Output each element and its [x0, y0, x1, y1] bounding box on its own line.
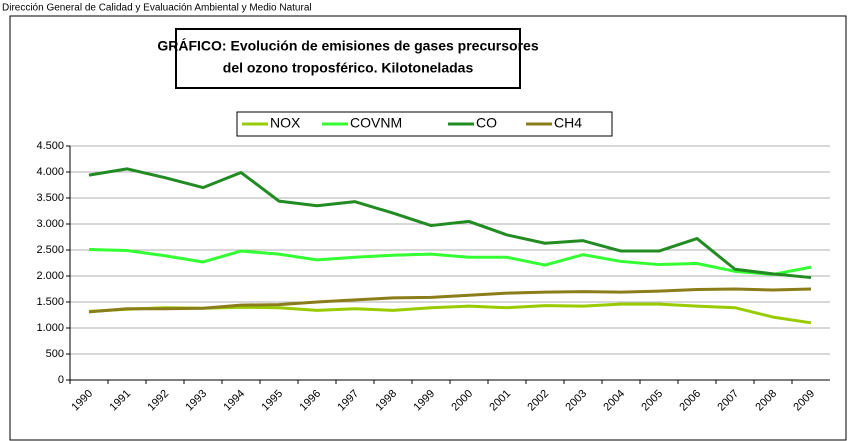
chart-title: GRÁFICO: Evolución de emisiones de gases…	[157, 38, 538, 54]
series-line	[88, 287, 812, 314]
series-line	[88, 167, 812, 280]
y-tick-label: 3.000	[36, 218, 64, 230]
legend-label: NOX	[270, 115, 301, 131]
chart-title: del ozono troposférico. Kilotoneladas	[223, 60, 474, 76]
y-tick-label: 2.000	[36, 270, 64, 282]
y-tick-label: 0	[58, 374, 64, 386]
y-tick-label: 3.500	[36, 192, 64, 204]
y-tick-label: 4.000	[36, 166, 64, 178]
legend-label: CO	[476, 115, 497, 131]
title-box	[175, 28, 521, 89]
y-tick-label: 2.500	[36, 244, 64, 256]
legend-label: CH4	[554, 115, 582, 131]
series-line	[88, 247, 812, 276]
y-tick-label: 500	[46, 348, 64, 360]
y-tick-label: 1.500	[36, 296, 64, 308]
header: Dirección General de Calidad y Evaluació…	[2, 3, 312, 14]
y-tick-label: 1.000	[36, 322, 64, 334]
legend-label: COVNM	[350, 115, 402, 131]
y-tick-label: 4.500	[36, 140, 64, 152]
